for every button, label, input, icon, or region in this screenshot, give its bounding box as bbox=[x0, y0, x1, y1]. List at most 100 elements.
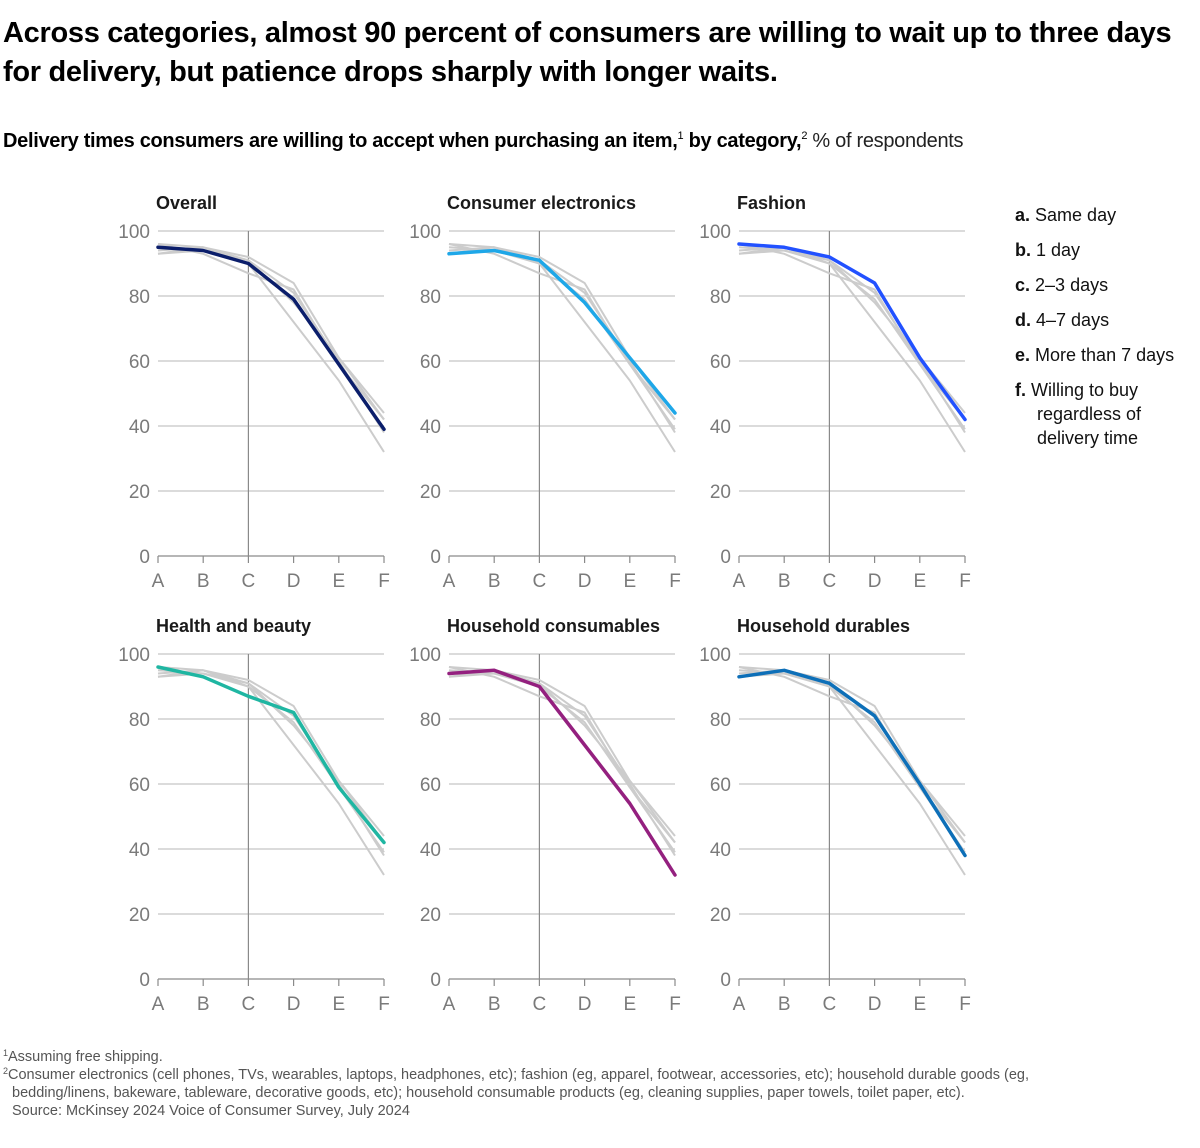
x-tick-label: D bbox=[578, 994, 592, 1015]
x-tick-label: F bbox=[959, 571, 971, 592]
y-tick-label: 100 bbox=[699, 222, 731, 243]
y-tick-label: 0 bbox=[720, 547, 731, 568]
y-tick-label: 80 bbox=[710, 287, 731, 308]
panel-svg: Household consumables 0 20 40 60 80 100 A B C D E F bbox=[409, 616, 681, 1015]
x-tick-label: A bbox=[152, 994, 165, 1015]
plot-area: Consumer electronics 0 20 40 60 80 100 A B C D E F bbox=[409, 193, 681, 592]
plot-area: Household durables 0 20 40 60 80 100 A B C D E F bbox=[699, 616, 971, 1015]
x-tick-label: E bbox=[623, 994, 636, 1015]
x-tick-label: D bbox=[287, 994, 301, 1015]
y-tick-label: 40 bbox=[710, 417, 731, 438]
panel-svg: Overall 0 20 40 60 80 100 A B C D E F bbox=[118, 193, 390, 592]
plot-area: Household consumables 0 20 40 60 80 100 A B C D E F bbox=[409, 616, 681, 1015]
x-tick-label: A bbox=[733, 994, 746, 1015]
legend-item-a: a. Same day bbox=[1015, 203, 1174, 227]
y-tick-label: 100 bbox=[699, 645, 731, 666]
y-tick-label: 0 bbox=[139, 547, 150, 568]
legend-label: Willing to buy bbox=[1031, 380, 1139, 400]
y-tick-label: 80 bbox=[129, 710, 150, 731]
y-tick-label: 0 bbox=[430, 547, 441, 568]
y-tick-label: 60 bbox=[129, 775, 150, 796]
x-tick-label: B bbox=[488, 994, 501, 1015]
y-tick-label: 60 bbox=[129, 352, 150, 373]
footnote-2-continued: bedding/linens, bakeware, tableware, dec… bbox=[12, 1085, 965, 1101]
y-tick-label: 40 bbox=[710, 840, 731, 861]
legend-label-line2: regardless of bbox=[1037, 404, 1142, 424]
panel-overall: Overall 0 20 40 60 80 100 A B C D E F bbox=[98, 186, 394, 601]
panel-svg: Consumer electronics 0 20 40 60 80 100 A B C D E F bbox=[409, 193, 681, 592]
y-tick-label: 40 bbox=[420, 840, 441, 861]
legend-key: d. bbox=[1015, 310, 1031, 330]
x-tick-label: D bbox=[287, 571, 301, 592]
background-series-line bbox=[157, 672, 385, 837]
background-series-line bbox=[157, 669, 385, 857]
panel-health-and-beauty: Health and beauty 0 20 40 60 80 100 A B C D E F bbox=[98, 609, 394, 1024]
y-tick-label: 20 bbox=[710, 482, 731, 503]
x-tick-label: A bbox=[443, 994, 456, 1015]
legend-key: c. bbox=[1015, 275, 1031, 295]
y-tick-label: 100 bbox=[409, 645, 441, 666]
panel-svg: Fashion 0 20 40 60 80 100 A B C D E F bbox=[699, 193, 971, 592]
y-tick-label: 20 bbox=[129, 482, 150, 503]
background-series-line bbox=[448, 246, 676, 453]
x-tick-label: B bbox=[778, 994, 791, 1015]
panel-title: Consumer electronics bbox=[447, 193, 636, 213]
background-series-line bbox=[448, 672, 676, 837]
panel-household-durables: Household durables 0 20 40 60 80 100 A B C D E F bbox=[679, 609, 975, 1024]
footnote-1-text: Assuming free shipping. bbox=[8, 1049, 163, 1065]
legend-item-f: f. Willing to buy regardless of delivery… bbox=[1015, 378, 1174, 450]
plot-area: Health and beauty 0 20 40 60 80 100 A B C D E F bbox=[118, 616, 390, 1015]
panel-svg: Household durables 0 20 40 60 80 100 A B C D E F bbox=[699, 616, 971, 1015]
y-tick-label: 100 bbox=[118, 645, 150, 666]
y-tick-label: 0 bbox=[430, 970, 441, 991]
x-tick-label: C bbox=[823, 994, 837, 1015]
panel-title: Overall bbox=[156, 193, 217, 213]
background-series-line bbox=[157, 246, 385, 453]
background-series-line bbox=[157, 243, 385, 421]
footnote-ref-2: 2 bbox=[801, 130, 808, 142]
x-tick-label: C bbox=[533, 571, 547, 592]
x-tick-label: C bbox=[242, 994, 256, 1015]
x-tick-label: A bbox=[733, 571, 746, 592]
background-series-line bbox=[157, 669, 385, 876]
y-tick-label: 0 bbox=[139, 970, 150, 991]
highlight-series-line bbox=[447, 668, 677, 877]
panel-title: Fashion bbox=[737, 193, 806, 213]
y-tick-label: 20 bbox=[129, 905, 150, 926]
highlight-series-line bbox=[447, 248, 677, 415]
legend-label-line3: delivery time bbox=[1037, 428, 1139, 448]
background-series-line bbox=[448, 669, 676, 857]
y-tick-label: 20 bbox=[420, 905, 441, 926]
background-series-line bbox=[157, 666, 385, 844]
background-series-line bbox=[448, 246, 676, 430]
y-tick-label: 100 bbox=[409, 222, 441, 243]
footnotes: 1Assuming free shipping. 2Consumer elect… bbox=[3, 1048, 1029, 1120]
panel-fashion: Fashion 0 20 40 60 80 100 A B C D E F bbox=[679, 186, 975, 601]
x-tick-label: A bbox=[443, 571, 456, 592]
x-tick-label: F bbox=[378, 994, 390, 1015]
x-tick-label: B bbox=[197, 994, 210, 1015]
background-series-line bbox=[448, 669, 676, 853]
y-tick-label: 60 bbox=[710, 352, 731, 373]
background-series-line bbox=[738, 246, 966, 453]
footnote-1-marker: 1 bbox=[3, 1048, 9, 1058]
y-tick-label: 40 bbox=[129, 417, 150, 438]
x-tick-label: B bbox=[778, 571, 791, 592]
plot-area: Fashion 0 20 40 60 80 100 A B C D E F bbox=[699, 193, 971, 592]
legend-label: 4–7 days bbox=[1036, 310, 1110, 330]
plot-area: Overall 0 20 40 60 80 100 A B C D E F bbox=[118, 193, 390, 592]
highlight-series-line bbox=[737, 242, 967, 422]
footnote-ref-1: 1 bbox=[677, 130, 684, 142]
y-tick-label: 80 bbox=[420, 710, 441, 731]
background-series-line bbox=[738, 249, 966, 414]
background-series-line bbox=[448, 666, 676, 844]
panel-title: Household consumables bbox=[447, 616, 660, 636]
y-tick-label: 60 bbox=[710, 775, 731, 796]
legend: a. Same day b. 1 day c. 2–3 days d. 4–7 … bbox=[1015, 203, 1174, 461]
legend-label: 1 day bbox=[1036, 240, 1081, 260]
legend-label: 2–3 days bbox=[1035, 275, 1109, 295]
y-tick-label: 40 bbox=[129, 840, 150, 861]
footnote-2: 2Consumer electronics (cell phones, TVs,… bbox=[3, 1066, 1029, 1084]
legend-item-c: c. 2–3 days bbox=[1015, 273, 1174, 297]
panel-consumer-electronics: Consumer electronics 0 20 40 60 80 100 A B C D E F bbox=[389, 186, 685, 601]
